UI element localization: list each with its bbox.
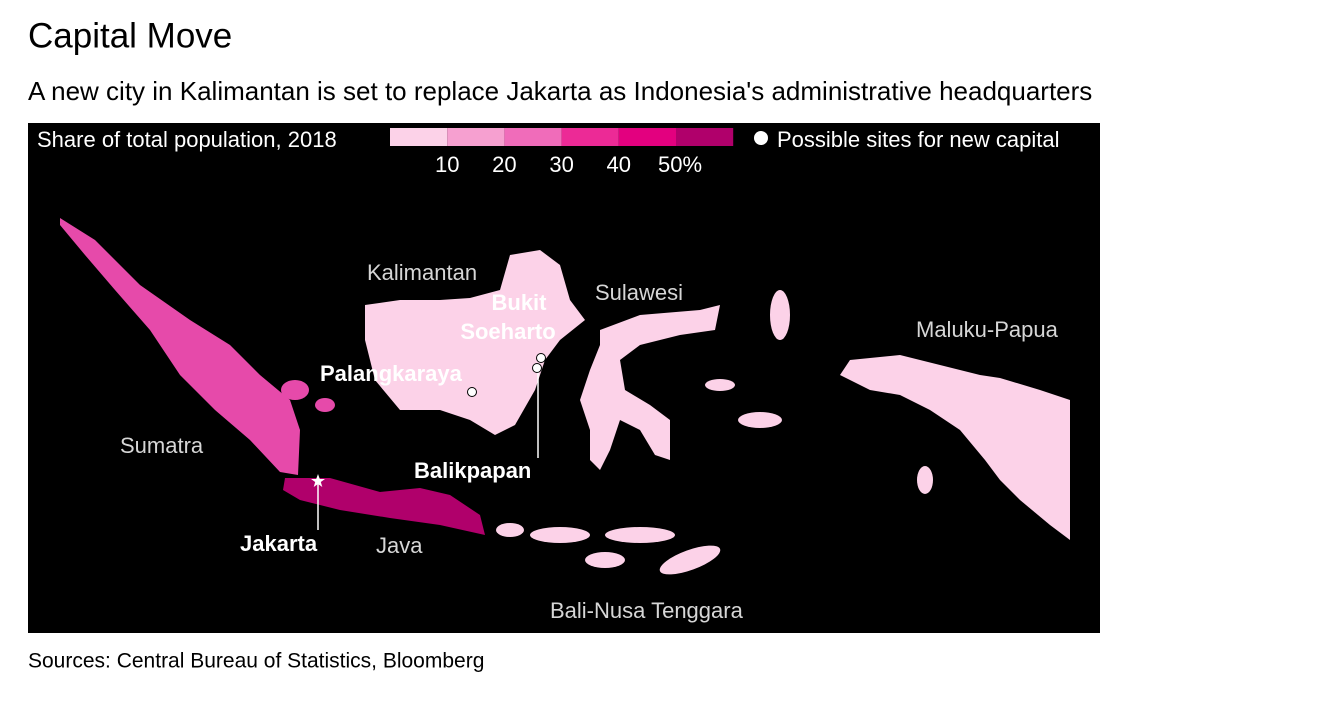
papua xyxy=(840,355,1070,540)
seram xyxy=(738,412,782,428)
legend: Share of total population, 2018 Possible… xyxy=(37,127,1059,177)
city-label: Bukit xyxy=(492,290,548,315)
bali xyxy=(496,523,524,537)
region-label: Bali-Nusa Tenggara xyxy=(550,598,744,623)
belitung xyxy=(315,398,335,412)
legend-label: 40 xyxy=(607,152,631,177)
city-label: Soeharto xyxy=(460,319,555,344)
source: Sources: Central Bureau of Statistics, B… xyxy=(28,650,484,673)
legend-label: 30 xyxy=(549,152,573,177)
region-label: Kalimantan xyxy=(367,260,477,285)
site-marker xyxy=(532,363,542,373)
title: Capital Move xyxy=(28,16,232,55)
aru xyxy=(917,466,933,494)
legend-swatch xyxy=(447,128,505,146)
islands xyxy=(60,218,1070,575)
capital-star xyxy=(311,474,325,487)
lombok-sumbawa xyxy=(530,527,590,543)
region-label: Maluku-Papua xyxy=(916,317,1059,342)
site-marker xyxy=(536,353,546,363)
flores xyxy=(605,527,675,543)
legend-swatch xyxy=(504,128,562,146)
legend-label: 50% xyxy=(658,152,702,177)
legend-label: 10 xyxy=(435,152,459,177)
legend-title: Share of total population, 2018 xyxy=(37,127,337,152)
region-label: Sulawesi xyxy=(595,280,683,305)
city-label: Balikpapan xyxy=(414,458,531,483)
kalimantan xyxy=(365,250,585,435)
legend-swatch xyxy=(390,128,448,146)
city-label: Jakarta xyxy=(240,531,318,556)
site-marker-key xyxy=(754,131,768,145)
legend-swatch xyxy=(676,128,734,146)
region-label: Sumatra xyxy=(120,433,204,458)
bangka xyxy=(281,380,309,400)
region-label: Java xyxy=(376,533,423,558)
java xyxy=(283,478,485,535)
timor xyxy=(659,545,721,575)
sites-label: Possible sites for new capital xyxy=(777,127,1059,152)
sumba xyxy=(585,552,625,568)
buru xyxy=(705,379,735,391)
halmahera xyxy=(770,290,790,340)
site-marker xyxy=(467,387,477,397)
city-label: Palangkaraya xyxy=(320,361,463,386)
legend-label: 20 xyxy=(492,152,516,177)
sulawesi xyxy=(580,305,720,470)
legend-swatch xyxy=(561,128,619,146)
subtitle: A new city in Kalimantan is set to repla… xyxy=(28,76,1092,106)
legend-swatch xyxy=(618,128,676,146)
sumatra xyxy=(60,218,300,475)
